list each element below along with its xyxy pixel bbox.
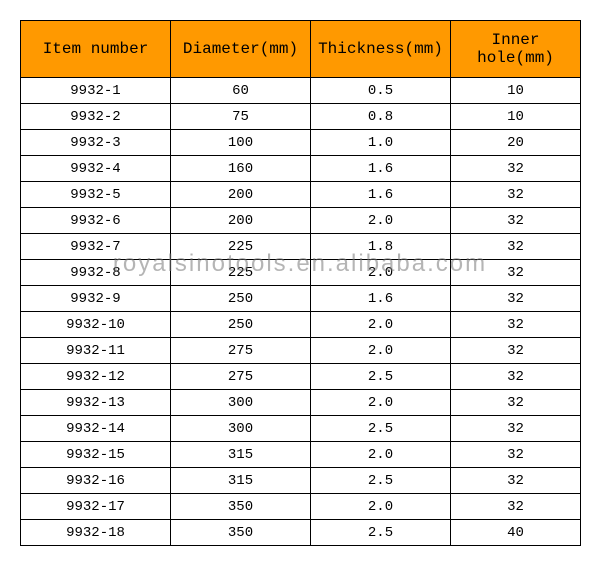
table-row: 9932-2750.810 [21,104,581,130]
cell-inner: 32 [451,156,581,182]
table-row: 9932-52001.632 [21,182,581,208]
table-row: 9932-72251.832 [21,234,581,260]
cell-inner: 32 [451,390,581,416]
table-row: 9932-41601.632 [21,156,581,182]
cell-inner: 32 [451,416,581,442]
table-row: 9932-173502.032 [21,494,581,520]
col-header-diameter: Diameter(mm) [171,21,311,78]
table-body: 9932-1600.5109932-2750.8109932-31001.020… [21,78,581,546]
table-row: 9932-133002.032 [21,390,581,416]
cell-item: 9932-18 [21,520,171,546]
cell-thickness: 2.0 [311,442,451,468]
cell-thickness: 1.8 [311,234,451,260]
table-row: 9932-82252.032 [21,260,581,286]
cell-thickness: 2.0 [311,208,451,234]
cell-inner: 20 [451,130,581,156]
cell-inner: 40 [451,520,581,546]
cell-item: 9932-14 [21,416,171,442]
cell-inner: 32 [451,208,581,234]
cell-diameter: 315 [171,442,311,468]
cell-diameter: 275 [171,338,311,364]
cell-item: 9932-1 [21,78,171,104]
cell-inner: 10 [451,104,581,130]
cell-item: 9932-17 [21,494,171,520]
table-row: 9932-153152.032 [21,442,581,468]
cell-thickness: 1.6 [311,182,451,208]
cell-inner: 32 [451,442,581,468]
cell-inner: 32 [451,286,581,312]
cell-item: 9932-4 [21,156,171,182]
cell-thickness: 1.6 [311,286,451,312]
cell-item: 9932-3 [21,130,171,156]
table-row: 9932-92501.632 [21,286,581,312]
table-row: 9932-102502.032 [21,312,581,338]
cell-diameter: 300 [171,390,311,416]
cell-inner: 32 [451,494,581,520]
cell-diameter: 315 [171,468,311,494]
cell-diameter: 200 [171,208,311,234]
cell-thickness: 2.0 [311,260,451,286]
cell-diameter: 100 [171,130,311,156]
cell-thickness: 1.6 [311,156,451,182]
cell-thickness: 2.5 [311,364,451,390]
table-header-row: Item number Diameter(mm) Thickness(mm) I… [21,21,581,78]
cell-diameter: 60 [171,78,311,104]
col-header-thickness: Thickness(mm) [311,21,451,78]
cell-diameter: 300 [171,416,311,442]
cell-diameter: 250 [171,312,311,338]
cell-inner: 32 [451,364,581,390]
cell-item: 9932-12 [21,364,171,390]
cell-item: 9932-10 [21,312,171,338]
cell-diameter: 200 [171,182,311,208]
cell-thickness: 2.0 [311,338,451,364]
cell-item: 9932-2 [21,104,171,130]
cell-item: 9932-9 [21,286,171,312]
cell-diameter: 275 [171,364,311,390]
spec-table: Item number Diameter(mm) Thickness(mm) I… [20,20,581,546]
table-row: 9932-163152.532 [21,468,581,494]
cell-diameter: 350 [171,520,311,546]
cell-inner: 32 [451,468,581,494]
cell-inner: 32 [451,312,581,338]
cell-item: 9932-15 [21,442,171,468]
table-row: 9932-122752.532 [21,364,581,390]
cell-thickness: 2.5 [311,416,451,442]
table-row: 9932-31001.020 [21,130,581,156]
cell-thickness: 2.0 [311,390,451,416]
cell-item: 9932-16 [21,468,171,494]
cell-diameter: 250 [171,286,311,312]
table-row: 9932-62002.032 [21,208,581,234]
cell-inner: 32 [451,234,581,260]
table-row: 9932-143002.532 [21,416,581,442]
table-row: 9932-112752.032 [21,338,581,364]
table-row: 9932-1600.510 [21,78,581,104]
cell-inner: 32 [451,182,581,208]
cell-diameter: 225 [171,234,311,260]
cell-item: 9932-7 [21,234,171,260]
cell-thickness: 0.5 [311,78,451,104]
cell-inner: 32 [451,260,581,286]
col-header-inner: Inner hole(mm) [451,21,581,78]
cell-item: 9932-8 [21,260,171,286]
spec-table-container: Item number Diameter(mm) Thickness(mm) I… [20,20,580,546]
cell-item: 9932-11 [21,338,171,364]
cell-item: 9932-6 [21,208,171,234]
cell-diameter: 225 [171,260,311,286]
table-row: 9932-183502.540 [21,520,581,546]
cell-item: 9932-5 [21,182,171,208]
cell-thickness: 2.0 [311,494,451,520]
cell-diameter: 160 [171,156,311,182]
cell-thickness: 0.8 [311,104,451,130]
cell-diameter: 350 [171,494,311,520]
cell-item: 9932-13 [21,390,171,416]
cell-inner: 32 [451,338,581,364]
cell-diameter: 75 [171,104,311,130]
cell-inner: 10 [451,78,581,104]
cell-thickness: 2.5 [311,520,451,546]
cell-thickness: 2.0 [311,312,451,338]
cell-thickness: 2.5 [311,468,451,494]
cell-thickness: 1.0 [311,130,451,156]
col-header-item: Item number [21,21,171,78]
